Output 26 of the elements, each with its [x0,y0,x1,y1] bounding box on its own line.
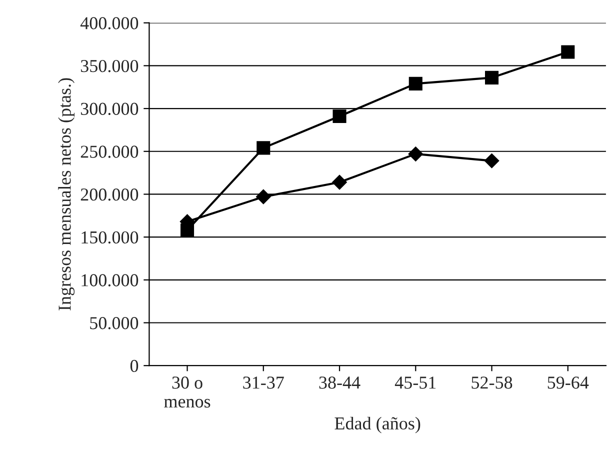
y-tick-label: 150.000 [82,231,138,244]
x-tick-label: 52-58 [472,376,512,389]
point [485,70,499,84]
x-axis-title: Edad (años) [334,416,420,434]
point [256,141,270,155]
point [256,189,271,204]
y-tick-label: 200.000 [80,188,138,201]
point [484,153,500,168]
y-tick-label: 250.000 [80,146,138,158]
y-tick-label: 300.000 [80,102,138,116]
x-tick-label: 31-37 [243,376,284,389]
point [332,109,346,124]
point [332,174,347,190]
x-tick-label: 38-44 [319,376,360,389]
y-axis-title: Ingresos mensuales netos (ptas.) [58,78,75,310]
y-tick-label: 0 [130,360,138,372]
x-tick-label: 45-51 [394,376,436,389]
y-tick-label: 50.000 [90,317,138,330]
y-tick-label: 100.000 [82,274,138,286]
x-tick-label: 30 o menos [164,376,210,408]
point [408,146,424,162]
point [561,45,575,59]
y-tick-label: 400.000 [80,17,138,30]
x-tick-label: 59-64 [548,376,589,389]
y-tick-label: 350.000 [80,60,138,72]
point [408,76,422,90]
